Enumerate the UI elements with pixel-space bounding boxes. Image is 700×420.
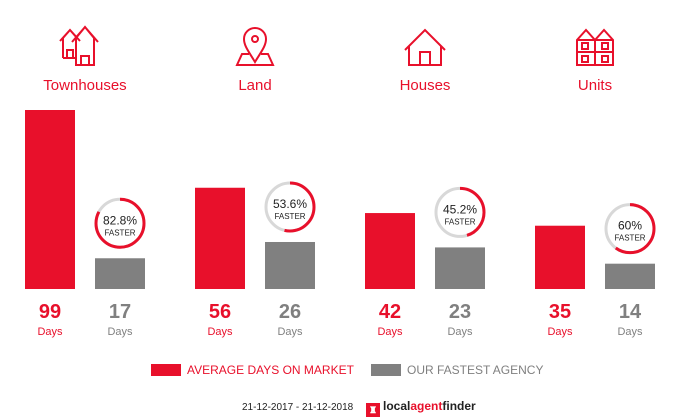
bar-agency-houses	[435, 247, 485, 289]
category-label-houses: Houses	[400, 77, 451, 94]
brand-finder: finder	[442, 399, 476, 413]
bar-market-houses	[365, 213, 415, 289]
logo-icon: ♜	[366, 403, 380, 417]
legend-swatch-market	[151, 364, 181, 376]
brand-local: local	[383, 399, 411, 413]
days-label-market: Days	[377, 326, 403, 338]
category-label-units: Units	[578, 77, 612, 94]
legend-market: AVERAGE DAYS ON MARKET	[151, 363, 354, 377]
faster-pct-townhouses: 82.8%	[103, 213, 137, 227]
value-agency-houses: 23	[449, 301, 471, 323]
value-market-land: 56	[209, 301, 231, 323]
days-label-agency: Days	[617, 326, 643, 338]
legend-label-agency: OUR FASTEST AGENCY	[407, 363, 544, 377]
brand-logo: ♜ localagentfinder	[366, 399, 476, 417]
faster-word: FASTER	[274, 212, 305, 221]
category-label-land: Land	[238, 77, 271, 94]
faster-word: FASTER	[614, 234, 645, 243]
days-label-agency: Days	[107, 326, 133, 338]
brand-agent: agent	[410, 399, 443, 413]
faster-pct-land: 53.6%	[273, 197, 307, 211]
category-label-townhouses: Townhouses	[43, 77, 126, 94]
townhouse-icon	[59, 25, 99, 66]
value-market-townhouses: 99	[39, 301, 61, 323]
value-market-units: 35	[549, 301, 571, 323]
bar-market-land	[195, 187, 245, 289]
date-range: 21-12-2017 - 21-12-2018	[242, 402, 354, 413]
days-label-market: Days	[207, 326, 233, 338]
days-label-agency: Days	[447, 326, 473, 338]
faster-ring-progress	[434, 186, 486, 238]
legend-label-market: AVERAGE DAYS ON MARKET	[187, 363, 354, 377]
bar-agency-land	[265, 241, 315, 289]
faster-ring-progress	[264, 181, 316, 233]
faster-word: FASTER	[104, 228, 135, 237]
units-icon	[576, 28, 614, 66]
value-market-houses: 42	[379, 301, 401, 323]
days-label-agency: Days	[277, 326, 303, 338]
bar-market-townhouses	[25, 110, 75, 289]
map-pin-icon	[235, 27, 275, 66]
bar-agency-units	[605, 263, 655, 289]
faster-ring-progress	[94, 197, 146, 249]
faster-word: FASTER	[444, 217, 475, 226]
bar-agency-townhouses	[95, 258, 145, 289]
days-label-market: Days	[547, 326, 573, 338]
value-agency-units: 14	[619, 301, 642, 323]
faster-pct-houses: 45.2%	[443, 202, 477, 216]
bar-market-units	[535, 225, 585, 289]
days-label-market: Days	[37, 326, 63, 338]
faster-pct-units: 60%	[618, 219, 642, 233]
house-icon	[404, 28, 446, 66]
value-agency-land: 26	[279, 301, 301, 323]
legend-agency: OUR FASTEST AGENCY	[371, 363, 543, 377]
value-agency-townhouses: 17	[109, 301, 131, 323]
faster-ring-progress	[604, 203, 656, 255]
legend-swatch-agency	[371, 364, 401, 376]
